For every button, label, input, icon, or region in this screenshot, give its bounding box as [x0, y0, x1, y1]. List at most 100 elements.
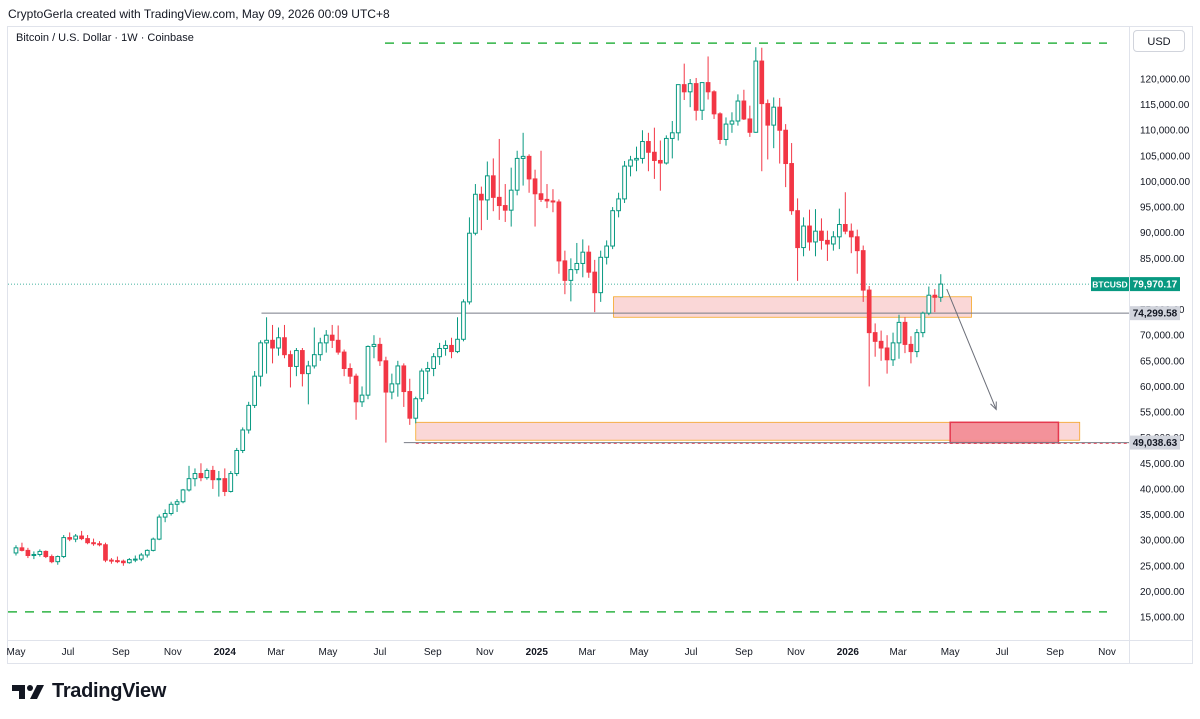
candle-body: [652, 151, 657, 161]
candle: [126, 558, 132, 564]
candle: [240, 427, 246, 454]
candle: [341, 349, 347, 377]
candle-body: [663, 137, 669, 164]
candle-body: [419, 370, 425, 400]
candle: [288, 350, 293, 388]
resistance-zone: [613, 296, 972, 318]
candle-body: [598, 256, 604, 294]
price-tick-label: 110,000.00: [1140, 126, 1190, 137]
candle: [723, 117, 729, 146]
candle-body: [341, 351, 347, 369]
candle-body: [204, 469, 210, 479]
candle: [353, 373, 359, 420]
candle: [43, 550, 49, 559]
time-tick-label: Sep: [112, 647, 130, 658]
candle: [144, 549, 150, 558]
candle-body: [783, 129, 788, 165]
candle-body: [383, 360, 389, 393]
tradingview-logo[interactable]: TradingView: [10, 680, 166, 703]
candle: [669, 121, 675, 159]
time-tick-label: May: [941, 647, 960, 658]
candle: [896, 314, 902, 359]
zones-layer: [415, 296, 1081, 444]
candle-body: [658, 159, 663, 164]
candle: [192, 468, 198, 487]
candle: [19, 542, 25, 552]
candle-body: [31, 553, 37, 557]
candle-body: [628, 159, 633, 167]
candle-body: [842, 224, 848, 232]
candle-body: [562, 260, 568, 281]
candle-body: [759, 60, 765, 105]
candle-body: [323, 334, 329, 344]
price-tick-label: 20,000.00: [1140, 587, 1185, 598]
candle: [109, 558, 114, 564]
price-tick-label: 55,000.00: [1140, 408, 1185, 419]
time-tick-label: Nov: [787, 647, 805, 658]
candle: [103, 542, 108, 563]
candle-body: [484, 175, 490, 201]
candle-body: [79, 535, 84, 540]
candle-body: [544, 198, 550, 202]
candle-body: [174, 501, 180, 505]
candle-body: [288, 354, 293, 367]
candle-body: [508, 189, 514, 211]
candle: [884, 335, 890, 374]
time-axis-divider: [7, 640, 1193, 641]
candle-body: [687, 83, 693, 93]
price-value: 74,299.58: [1133, 309, 1178, 320]
candle-body: [240, 429, 246, 451]
candle: [908, 336, 914, 364]
candle-body: [765, 103, 771, 126]
time-tick-label: May: [7, 647, 26, 658]
price-tick-label: 45,000.00: [1140, 459, 1185, 470]
candle: [490, 158, 496, 212]
candle: [801, 217, 806, 257]
candle-body: [801, 225, 806, 249]
candle-body: [550, 200, 556, 203]
candle: [717, 112, 723, 145]
symbol-title[interactable]: Bitcoin / U.S. Dollar · 1W · Coinbase: [16, 32, 194, 44]
candle-body: [305, 365, 311, 375]
candle: [484, 161, 490, 220]
currency-button[interactable]: USD: [1133, 30, 1185, 52]
candle: [783, 124, 788, 188]
tradingview-logo-icon: [12, 684, 44, 699]
candle-body: [795, 210, 800, 249]
candle-body: [329, 334, 335, 341]
candle-body: [610, 210, 615, 247]
candle: [389, 373, 395, 400]
candle: [365, 345, 371, 400]
candles-layer: [13, 47, 944, 566]
candle-body: [294, 350, 299, 367]
candle-body: [592, 271, 598, 294]
candle: [300, 348, 305, 387]
candle: [842, 192, 848, 235]
candle: [544, 184, 550, 209]
price-tick-label: 100,000.00: [1140, 177, 1190, 188]
candle-body: [777, 106, 783, 131]
candle-body: [282, 337, 287, 356]
chart-frame: [7, 26, 1193, 664]
candle: [67, 532, 73, 542]
time-tick-label: Nov: [1098, 647, 1116, 658]
candle-body: [914, 332, 920, 353]
levels-layer: [8, 42, 1129, 613]
candle: [395, 360, 401, 397]
candle: [598, 250, 604, 302]
candle-body: [693, 83, 699, 111]
candle: [347, 363, 353, 384]
candle-body: [747, 118, 753, 133]
candle-body: [353, 375, 359, 403]
candle-body: [317, 342, 323, 356]
candle-body: [932, 294, 938, 298]
candle-body: [711, 91, 717, 115]
candle: [628, 155, 633, 177]
candle-body: [896, 321, 902, 344]
candle-body: [13, 547, 19, 554]
candle: [216, 470, 222, 497]
candle: [825, 230, 830, 261]
candle: [335, 325, 341, 355]
price-tick-label: 65,000.00: [1140, 356, 1185, 367]
